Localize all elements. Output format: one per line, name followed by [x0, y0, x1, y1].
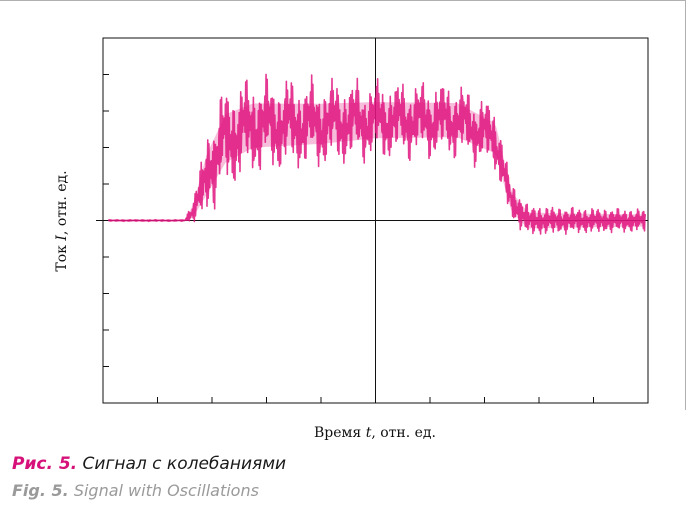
signal-series: [107, 73, 647, 235]
y-axis-label-container: Ток I, отн. ед.: [54, 170, 70, 271]
chart: [96, 37, 649, 404]
chart-frame: [0, 0, 686, 410]
figure-label-ru: Рис. 5.: [12, 454, 78, 474]
x-axis-label-container: Время t, отн. ед.: [314, 425, 436, 441]
signal-line: [107, 73, 647, 235]
figure-label-en: Fig. 5.: [12, 481, 69, 500]
figure-text-en: Signal with Oscillations: [68, 481, 259, 500]
figure-text-ru: Сигнал с колебаниями: [77, 454, 287, 474]
figure-caption-ru: Рис. 5. Сигнал с колебаниями: [12, 454, 286, 474]
x-axis-label-text: Время t, отн. ед.: [314, 425, 436, 441]
figure-caption-en: Fig. 5. Signal with Oscillations: [12, 481, 259, 500]
y-axis-label: Ток I, отн. ед.: [54, 170, 70, 271]
